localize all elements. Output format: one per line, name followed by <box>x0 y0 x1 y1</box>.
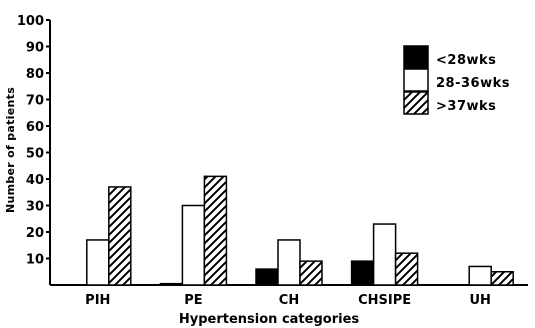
x-tick-label: CH <box>279 293 299 308</box>
y-axis: 10 20 30 40 50 60 70 80 90 100 <box>17 14 51 285</box>
bar-ch-series-2 <box>277 239 301 286</box>
bar-pih-series-3 <box>108 186 132 286</box>
y-tick-label: 90 <box>26 41 44 56</box>
legend: <28wks 28-36wks >37wks <box>403 45 510 115</box>
bar-pe-series-1 <box>159 282 184 286</box>
y-tick-label: 100 <box>17 14 44 29</box>
y-tick-label: 40 <box>26 173 44 188</box>
bar-chsipe-series-1 <box>350 260 375 286</box>
y-axis-label: Number of patients <box>4 87 17 213</box>
legend-label: 28-36wks <box>436 76 510 91</box>
y-tick-label: 30 <box>26 200 44 215</box>
bar-pe-series-2 <box>181 204 206 286</box>
bar-ch-series-1 <box>255 268 279 286</box>
bars <box>86 175 514 286</box>
y-tick-label: 60 <box>26 120 44 135</box>
bar-chsipe-series-2 <box>372 223 397 286</box>
legend-swatch <box>403 91 429 115</box>
legend-swatch <box>403 45 429 69</box>
y-tick-label: 20 <box>26 226 44 241</box>
x-axis-label: Hypertension categories <box>179 312 360 327</box>
legend-swatch <box>403 68 429 92</box>
bar-uh-series-3 <box>490 271 514 286</box>
y-tick-label: 80 <box>26 67 44 82</box>
bar-ch-series-3 <box>299 260 323 286</box>
legend-label: <28wks <box>436 53 496 68</box>
bar-chsipe-series-3 <box>394 252 419 286</box>
y-tick-label: 50 <box>26 147 44 162</box>
y-tick-label: 10 <box>26 253 44 268</box>
x-tick-label: CHSIPE <box>358 293 411 308</box>
x-tick-label: PE <box>184 293 202 308</box>
x-tick-label: UH <box>469 293 490 308</box>
bar-pih-series-2 <box>86 239 110 286</box>
x-tick-label: PIH <box>85 293 110 308</box>
y-tick-label: 70 <box>26 94 44 109</box>
legend-label: >37wks <box>436 99 496 114</box>
bar-pe-series-3 <box>203 175 228 286</box>
bar-uh-series-2 <box>468 265 492 286</box>
x-axis: PIH PE CH CHSIPE UH <box>50 284 528 308</box>
